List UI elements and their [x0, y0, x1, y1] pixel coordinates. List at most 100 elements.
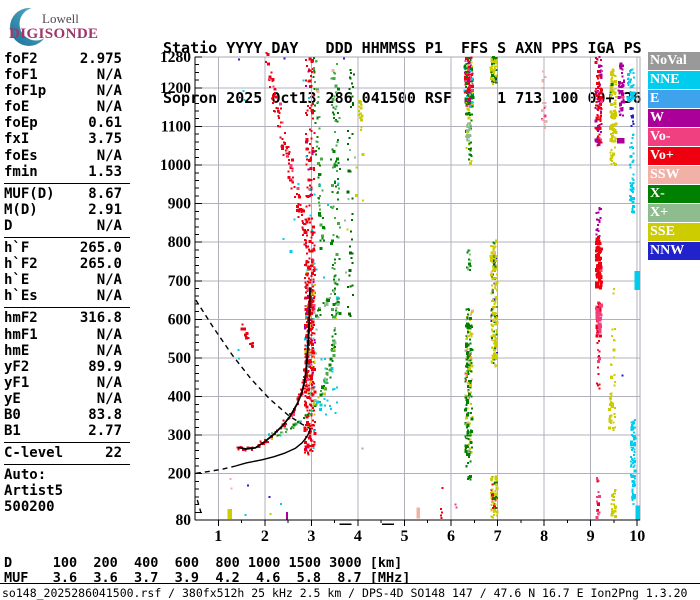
param-divider: [4, 442, 130, 444]
svg-text:3: 3: [307, 528, 315, 545]
param-value: 0.61: [88, 115, 122, 132]
legend-item-x: X-: [648, 185, 700, 203]
svg-text:8: 8: [540, 528, 548, 545]
svg-text:600: 600: [168, 311, 192, 328]
param-row: B0 83.8: [4, 407, 122, 423]
svg-text:900: 900: [168, 196, 192, 213]
param-divider: [4, 464, 130, 466]
param-label: C-level: [4, 445, 64, 462]
param-value: 265.0: [79, 256, 122, 273]
param-label: MUF(D): [4, 185, 55, 202]
param-value: N/A: [96, 272, 122, 289]
param-row: yF2 89.9: [4, 359, 122, 375]
param-label: h`F: [4, 240, 30, 257]
param-value: 89.9: [88, 358, 122, 375]
legend-item-nnw: NNW: [648, 242, 700, 260]
param-value: N/A: [96, 326, 122, 343]
param-row: foF2 2.975: [4, 51, 122, 67]
param-row: hmE N/A: [4, 343, 122, 359]
parameter-panel: foF2 2.975 foF1 N/A foF1p N/A foE N/A foEp 0.61 fx…: [4, 51, 134, 516]
param-value: N/A: [96, 288, 122, 305]
svg-text:5: 5: [400, 528, 408, 545]
svg-text:300: 300: [168, 427, 192, 444]
header-field-names: Statio YYYY DAY DDD HHMMSS P1 FFS S AXN …: [163, 39, 642, 57]
legend-item-sse: SSE: [648, 223, 700, 241]
svg-text:200: 200: [168, 466, 192, 483]
param-divider: [4, 307, 130, 309]
param-value: 316.8: [79, 310, 122, 327]
param-label: yE: [4, 390, 21, 407]
param-row: fxI 3.75: [4, 131, 122, 147]
param-label: M(D): [4, 201, 38, 218]
status-color-legend: NoVal NNE E W Vo- Vo+ SSW X- X+ SSE NNW: [648, 52, 700, 261]
status-divider: [0, 583, 700, 584]
dmuf-row-muf: MUF 3.6 3.6 3.7 3.9 4.2 4.6 5.8 8.7 [MHz…: [4, 569, 411, 586]
svg-text:1: 1: [214, 528, 222, 545]
param-label: foEp: [4, 115, 38, 132]
svg-text:1200: 1200: [160, 80, 191, 97]
param-row: foF1 N/A: [4, 67, 122, 83]
param-row: foEs N/A: [4, 148, 122, 164]
param-row: yE N/A: [4, 391, 122, 407]
param-row: D N/A: [4, 218, 122, 234]
param-label: foF1: [4, 67, 38, 84]
legend-item-e: E: [648, 90, 700, 108]
ionogram-plot: 1280120011001000900800700600500400300200…: [160, 50, 645, 545]
param-label: hmF2: [4, 310, 38, 327]
param-value: N/A: [96, 217, 122, 234]
param-row: hmF1 N/A: [4, 327, 122, 343]
param-row: h`F 265.0: [4, 240, 122, 256]
param-row: B1 2.77: [4, 423, 122, 439]
legend-item-x: X+: [648, 204, 700, 222]
param-value: N/A: [96, 342, 122, 359]
param-value: N/A: [96, 99, 122, 116]
param-row: fmin 1.53: [4, 164, 122, 180]
svg-text:10: 10: [629, 528, 645, 545]
file-status-line: so148_2025286041500.rsf / 380fx512h 25 k…: [2, 586, 688, 600]
legend-item-nne: NNE: [648, 71, 700, 89]
param-label: foEs: [4, 147, 38, 164]
param-label: yF1: [4, 374, 30, 391]
param-label: h`Es: [4, 288, 38, 305]
param-value: N/A: [96, 374, 122, 391]
param-value: 22: [105, 445, 122, 462]
param-label: foF1p: [4, 83, 47, 100]
svg-text:1280: 1280: [160, 50, 191, 66]
param-label: foE: [4, 99, 30, 116]
param-value: N/A: [96, 83, 122, 100]
param-label: fmin: [4, 163, 38, 180]
dmuf-row-d: D 100 200 400 600 800 1000 1500 3000 [km…: [4, 555, 403, 571]
svg-text:7: 7: [494, 528, 502, 545]
param-label: h`E: [4, 272, 30, 289]
svg-text:400: 400: [168, 389, 192, 406]
svg-text:4: 4: [354, 528, 362, 545]
param-divider: [4, 237, 130, 239]
autoscaler-info: 500200: [4, 499, 55, 516]
param-row: hmF2 316.8: [4, 310, 122, 326]
param-divider: [4, 182, 130, 184]
logo-lowell-text: Lowell: [42, 11, 79, 26]
svg-text:700: 700: [168, 273, 192, 290]
svg-text:1100: 1100: [161, 118, 191, 135]
param-label: yF2: [4, 358, 30, 375]
param-row: MUF(D) 8.67: [4, 186, 122, 202]
param-label: hmF1: [4, 326, 38, 343]
param-value: N/A: [96, 67, 122, 84]
logo-crescent-icon: [10, 7, 52, 46]
param-value: 8.67: [88, 185, 122, 202]
param-value: 265.0: [79, 240, 122, 257]
param-label: fxI: [4, 131, 30, 148]
svg-text:500: 500: [168, 350, 192, 367]
param-row: h`F2 265.0: [4, 256, 122, 272]
svg-text:2: 2: [261, 528, 269, 545]
param-value: 3.75: [88, 131, 122, 148]
param-row: foF1p N/A: [4, 83, 122, 99]
param-label: B1: [4, 423, 21, 440]
legend-item-ssw: SSW: [648, 166, 700, 184]
param-row: M(D) 2.91: [4, 202, 122, 218]
param-value: 2.77: [88, 423, 122, 440]
param-row: yF1 N/A: [4, 375, 122, 391]
param-value: N/A: [96, 147, 122, 164]
logo-digisonde-text: DIGISONDE: [9, 26, 99, 42]
param-label: B0: [4, 406, 21, 423]
